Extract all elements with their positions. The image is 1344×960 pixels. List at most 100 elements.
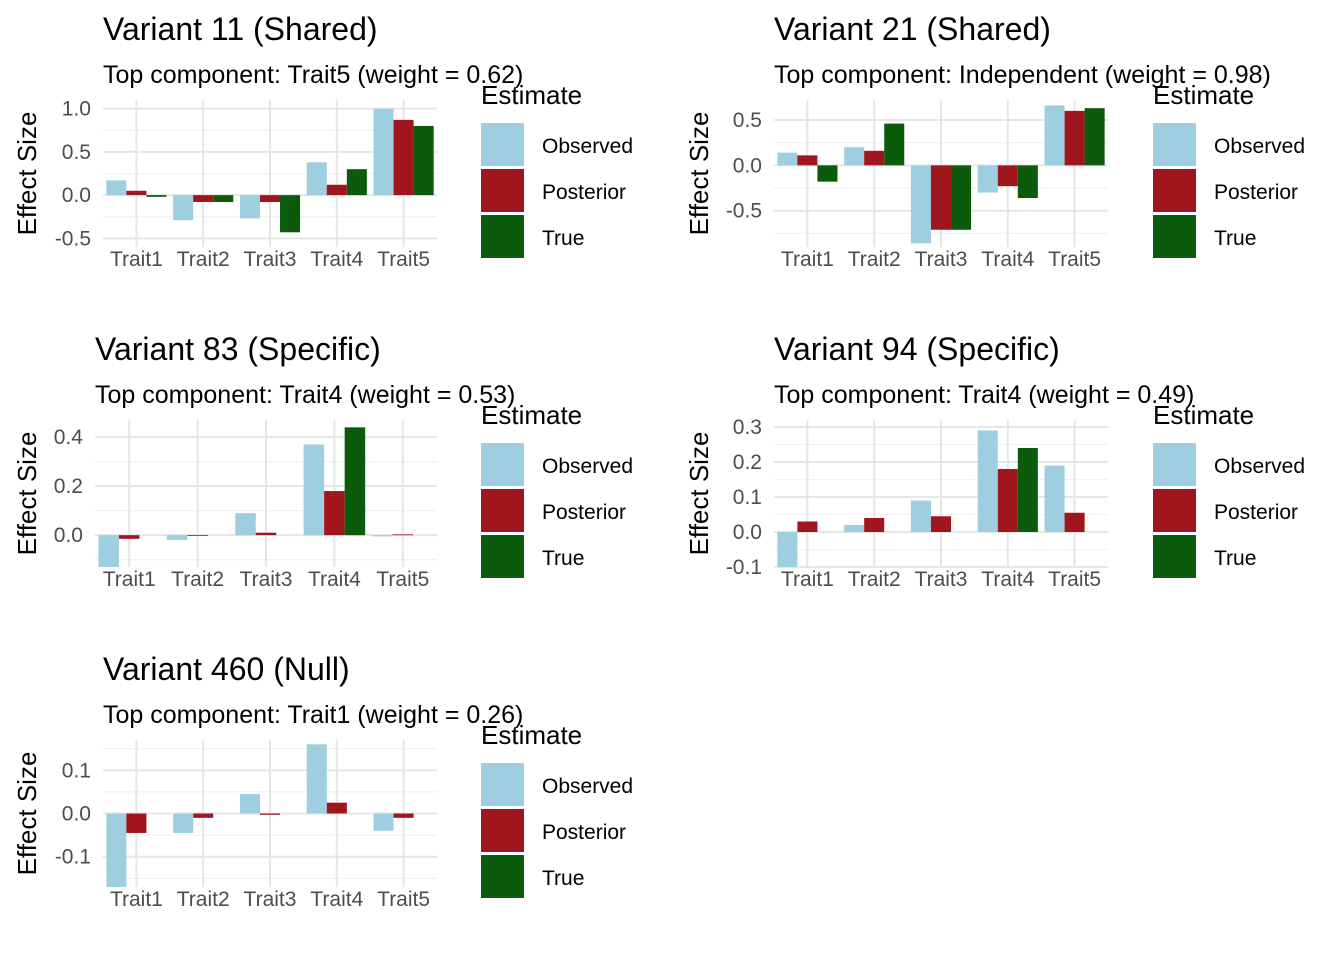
legend-key-true (481, 215, 524, 258)
bar-observed-trait1 (777, 153, 797, 166)
bar-observed-trait1 (98, 535, 119, 567)
legend-key-posterior (481, 489, 524, 532)
legend-key-true (481, 535, 524, 578)
y-tick-label: 0.5 (62, 141, 91, 164)
y-axis-label: Effect Size (12, 432, 42, 556)
legend-key-true (481, 855, 524, 898)
bar-observed-trait4 (978, 431, 998, 533)
x-tick-label: Trait3 (915, 248, 968, 271)
bar-observed-trait5 (372, 535, 393, 536)
x-tick-label: Trait5 (376, 568, 429, 591)
bar-posterior-trait4 (324, 491, 345, 535)
bar-posterior-trait4 (327, 185, 347, 195)
bar-true-trait2 (213, 195, 233, 202)
bar-observed-trait3 (240, 794, 260, 813)
bar-posterior-trait5 (1065, 111, 1085, 165)
panel-subtitle: Top component: Trait4 (weight = 0.49) (774, 381, 1194, 409)
bar-posterior-trait1 (126, 191, 146, 195)
legend: Estimate Observed Posterior True (481, 720, 633, 898)
y-tick-label: 0.3 (733, 416, 762, 439)
legend-label-observed: Observed (542, 775, 633, 798)
bar-posterior-trait2 (187, 535, 208, 536)
bar-posterior-trait3 (260, 814, 280, 815)
legend-title: Estimate (1153, 400, 1254, 430)
bar-posterior-trait2 (193, 195, 213, 202)
bar-posterior-trait5 (393, 534, 414, 535)
legend-label-observed: Observed (1214, 135, 1305, 158)
bar-true-trait3 (951, 165, 971, 229)
legend-label-true: True (542, 227, 584, 250)
x-tick-label: Trait5 (377, 248, 430, 271)
bar-observed-trait2 (173, 814, 193, 833)
bar-observed-trait5 (374, 109, 394, 195)
panel-title: Variant 11 (Shared) (103, 11, 378, 47)
bar-true-trait1 (146, 195, 166, 197)
y-tick-label: 0.0 (733, 154, 762, 177)
panel-subtitle: Top component: Trait5 (weight = 0.62) (103, 61, 523, 89)
x-tick-label: Trait2 (177, 888, 230, 911)
x-tick-label: Trait2 (848, 568, 901, 591)
panel-subtitle: Top component: Trait4 (weight = 0.53) (95, 381, 515, 409)
legend: Estimate Observed Posterior True (1153, 400, 1305, 578)
y-tick-label: 0.4 (54, 426, 84, 449)
legend-title: Estimate (481, 720, 582, 750)
legend-label-true: True (1214, 547, 1256, 570)
legend-label-true: True (1214, 227, 1256, 250)
legend: Estimate Observed Posterior True (1153, 80, 1305, 258)
y-tick-label: 0.5 (733, 109, 762, 132)
bar-observed-trait1 (106, 180, 126, 195)
legend-key-observed (1153, 123, 1196, 166)
legend-label-observed: Observed (542, 455, 633, 478)
facet-panel-4: Variant 94 (Specific)Top component: Trai… (684, 331, 1305, 591)
legend-key-observed (481, 443, 524, 486)
bar-observed-trait3 (911, 165, 931, 243)
bar-observed-trait5 (374, 814, 394, 831)
x-tick-label: Trait4 (981, 568, 1034, 591)
bar-true-trait5 (1085, 108, 1105, 165)
bar-posterior-trait5 (394, 814, 414, 818)
bar-observed-trait5 (1045, 466, 1065, 533)
panel-title: Variant 460 (Null) (103, 651, 350, 687)
x-tick-label: Trait1 (110, 888, 163, 911)
bar-posterior-trait4 (998, 469, 1018, 532)
x-tick-label: Trait4 (310, 888, 363, 911)
y-tick-label: -0.5 (726, 200, 762, 223)
legend-label-posterior: Posterior (542, 501, 626, 524)
legend-label-observed: Observed (1214, 455, 1305, 478)
legend-key-posterior (1153, 169, 1196, 212)
bar-true-trait4 (347, 169, 367, 195)
bar-true-trait3 (280, 195, 300, 232)
legend-key-observed (481, 763, 524, 806)
bar-true-trait4 (1018, 165, 1038, 198)
y-tick-label: -0.1 (726, 556, 762, 579)
y-tick-label: 0.1 (733, 486, 762, 509)
bar-observed-trait2 (173, 195, 193, 220)
bar-true-trait1 (817, 165, 837, 181)
bar-posterior-trait3 (931, 165, 951, 229)
bar-posterior-trait2 (864, 151, 884, 166)
bar-posterior-trait1 (797, 155, 817, 165)
y-axis-label: Effect Size (12, 112, 42, 236)
y-tick-label: 0.0 (62, 184, 91, 207)
bar-observed-trait3 (235, 513, 256, 535)
x-tick-label: Trait5 (1048, 568, 1101, 591)
y-tick-label: -0.1 (55, 846, 91, 869)
x-tick-label: Trait3 (915, 568, 968, 591)
bar-posterior-trait1 (119, 535, 140, 539)
x-tick-label: Trait4 (308, 568, 361, 591)
x-tick-label: Trait1 (781, 248, 834, 271)
bar-observed-trait4 (304, 445, 325, 536)
x-tick-label: Trait2 (171, 568, 224, 591)
bar-true-trait2 (884, 124, 904, 166)
facet-panel-1: Variant 11 (Shared) Top component: Trait5… (12, 11, 633, 271)
y-tick-label: 0.2 (733, 451, 762, 474)
legend: Estimate Observed Posterior True (481, 400, 633, 578)
y-tick-label: 0.0 (733, 521, 762, 544)
x-tick-label: Trait4 (310, 248, 363, 271)
bar-posterior-trait5 (1065, 513, 1085, 532)
bar-posterior-trait1 (797, 522, 817, 533)
y-axis-label: Effect Size (12, 752, 42, 876)
y-tick-label: 0.2 (54, 475, 83, 498)
bar-observed-trait4 (307, 744, 327, 813)
bar-posterior-trait4 (998, 165, 1018, 186)
